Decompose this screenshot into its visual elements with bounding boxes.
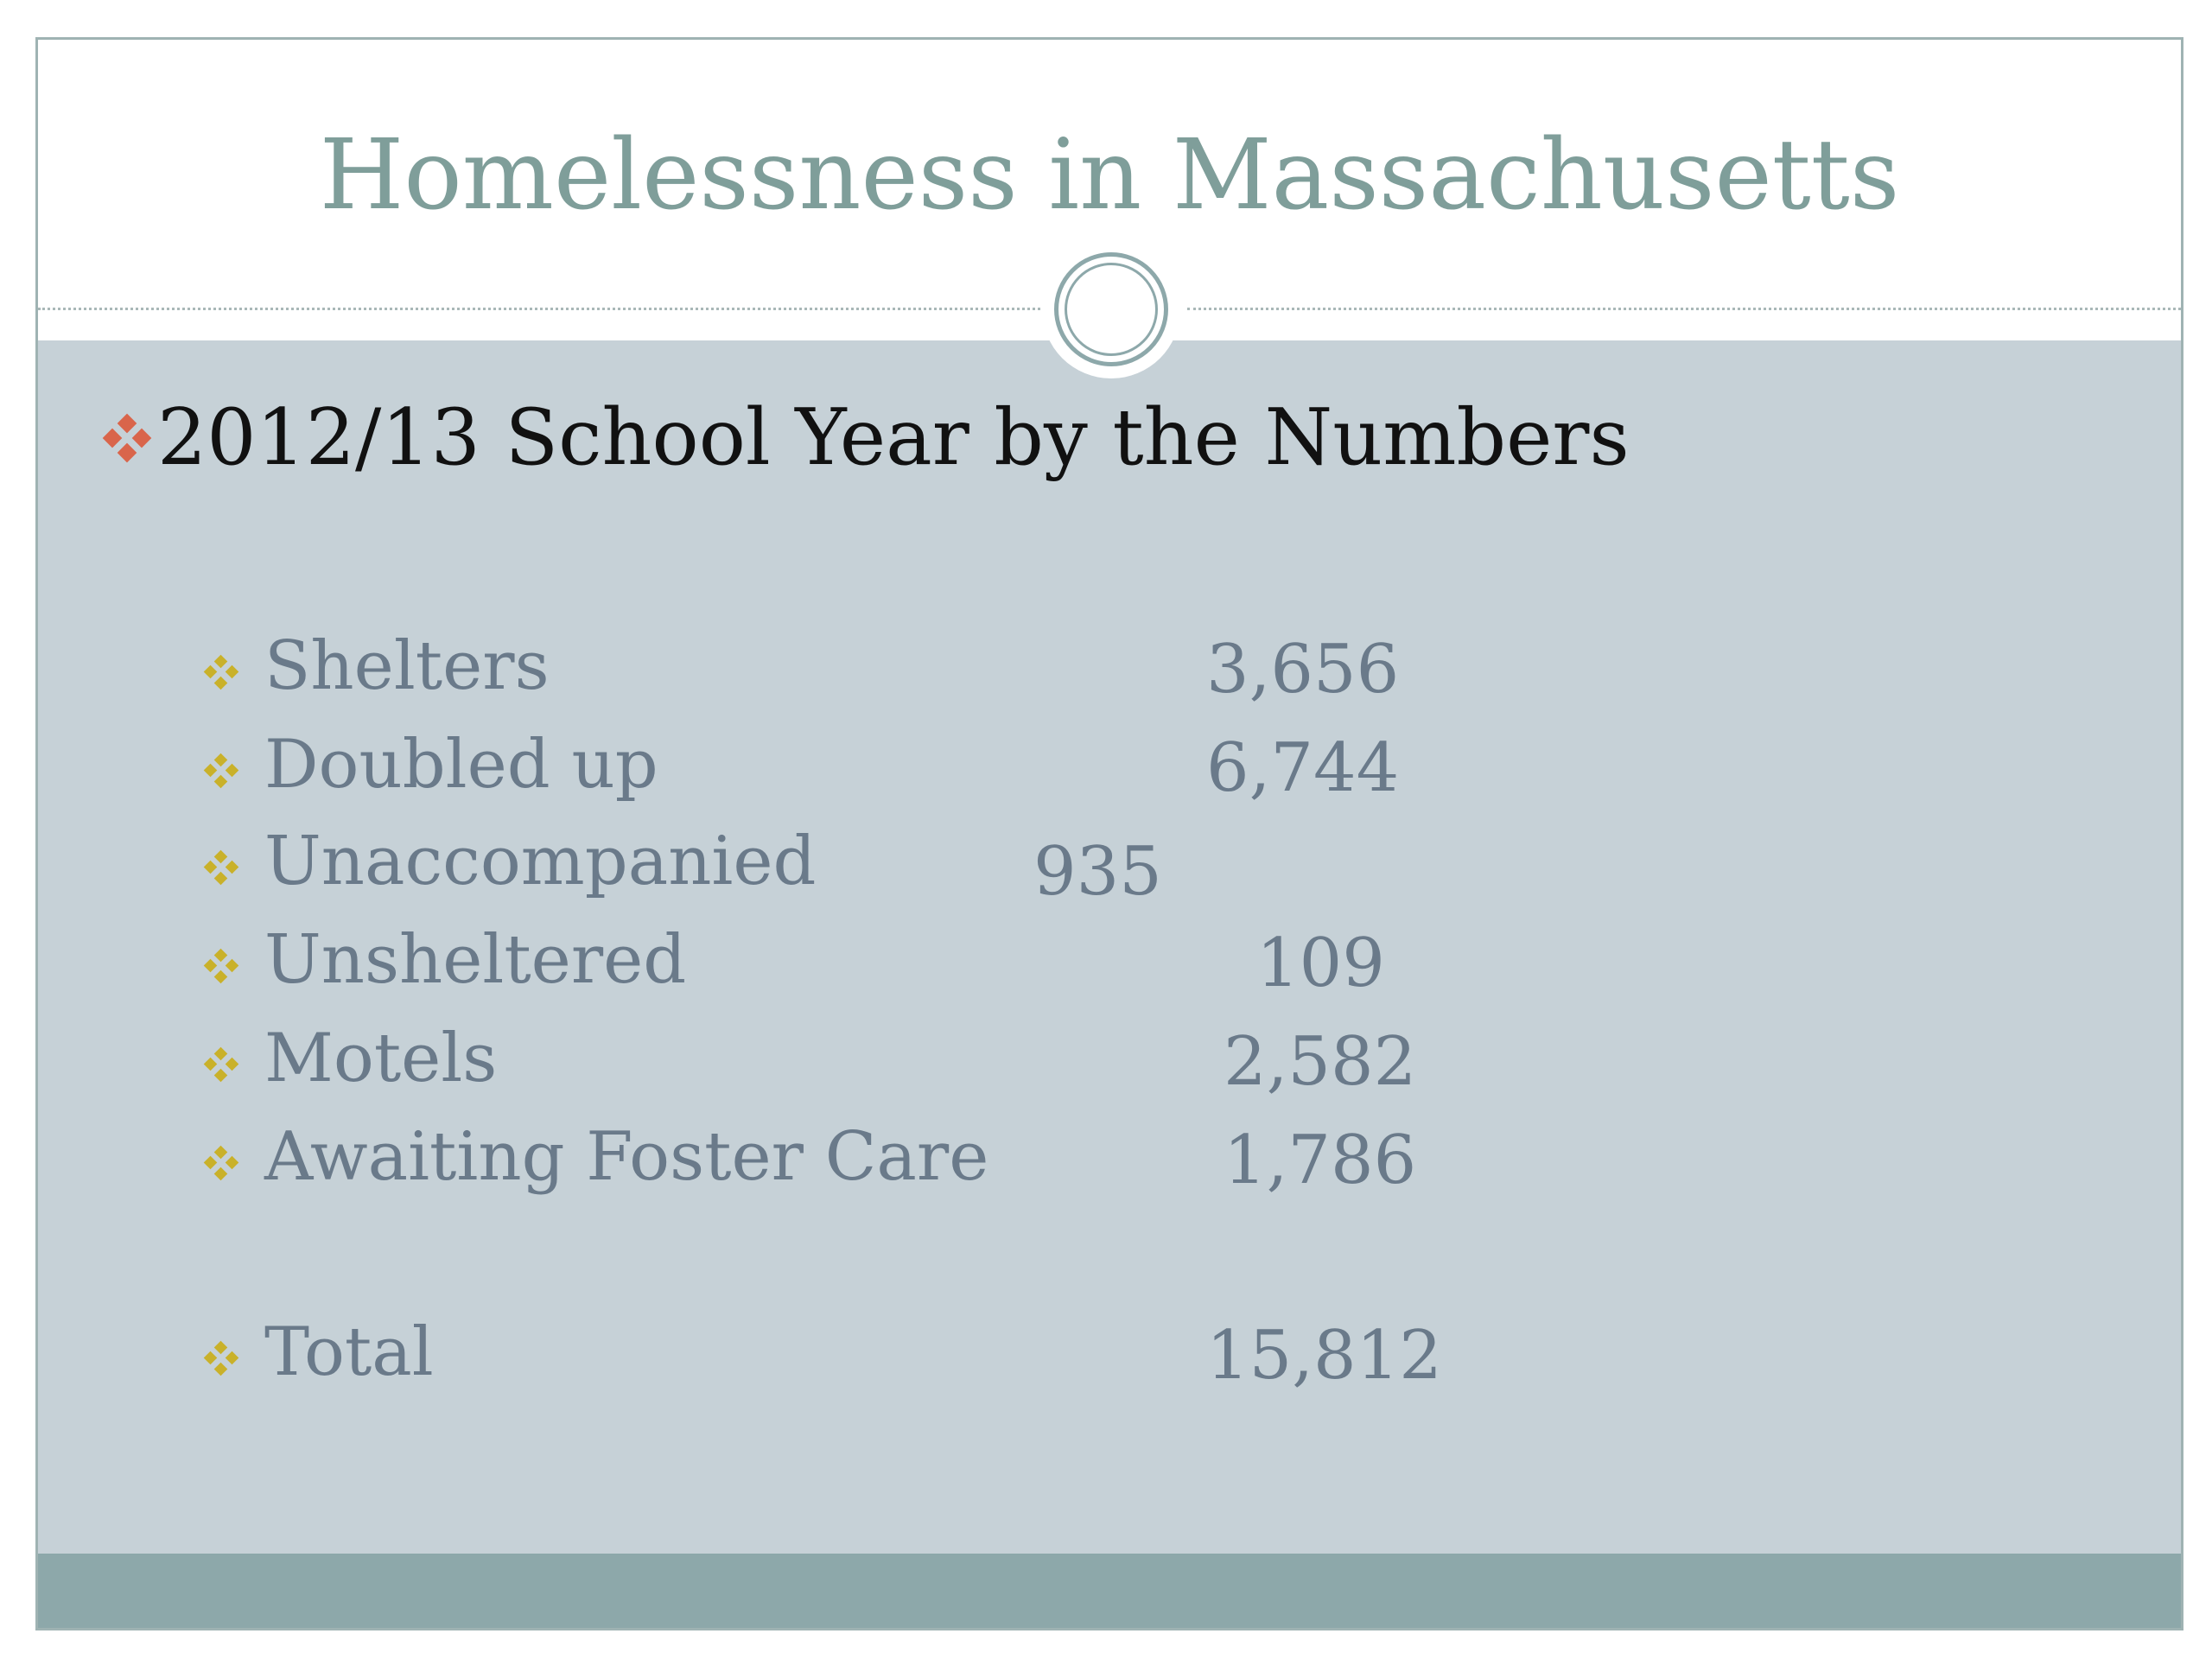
- list-item-shelters: Shelters 3,656: [38, 627, 2181, 714]
- circle-ring-inner: [1065, 263, 1158, 356]
- item-value: 109: [1256, 925, 1385, 1002]
- item-value: 3,656: [1206, 631, 1400, 709]
- item-bullet-icon: [202, 752, 240, 790]
- total-value: 15,812: [1206, 1317, 1442, 1395]
- item-bullet-icon: [202, 653, 240, 691]
- footer-bar: [38, 1554, 2181, 1628]
- item-bullet-icon: [202, 849, 240, 887]
- list-item-unaccompanied: Unaccompanied 935: [38, 823, 2181, 911]
- item-value: 6,744: [1206, 729, 1400, 807]
- total-label: Total: [264, 1313, 434, 1391]
- item-bullet-icon: [202, 1046, 240, 1084]
- title-divider-right: [1187, 308, 2181, 310]
- list-item-unsheltered: Unsheltered 109: [38, 921, 2181, 1007]
- item-value: 2,582: [1224, 1023, 1417, 1101]
- item-label: Shelters: [264, 627, 550, 705]
- slide: Homelessness in Massachusetts 2012/13 Sc…: [35, 37, 2183, 1630]
- heading-bullet-icon: [100, 411, 154, 465]
- item-label: Awaiting Foster Care: [264, 1118, 989, 1196]
- list-item-doubled-up: Doubled up 6,744: [38, 726, 2181, 812]
- section-heading-text: 2012/13 School Year by the Numbers: [157, 392, 1630, 483]
- title-divider-left: [38, 308, 1040, 310]
- item-bullet-icon: [202, 947, 240, 985]
- item-bullet-icon: [202, 1339, 240, 1377]
- item-label: Motels: [264, 1020, 498, 1097]
- circle-ring-outer: [1054, 252, 1168, 366]
- section-heading: 2012/13 School Year by the Numbers: [100, 392, 1630, 483]
- list-item-awaiting-foster-care: Awaiting Foster Care 1,786: [38, 1118, 2181, 1205]
- list-item-total: Total 15,812: [38, 1313, 2181, 1400]
- item-value: 1,786: [1224, 1122, 1417, 1199]
- item-label: Unaccompanied: [264, 823, 817, 900]
- item-value: 935: [1033, 833, 1162, 911]
- slide-title: Homelessness in Massachusetts: [319, 119, 1900, 232]
- slide-body: [38, 340, 2181, 1554]
- item-label: Unsheltered: [264, 921, 687, 999]
- item-label: Doubled up: [264, 726, 658, 804]
- item-bullet-icon: [202, 1144, 240, 1182]
- list-item-motels: Motels 2,582: [38, 1020, 2181, 1106]
